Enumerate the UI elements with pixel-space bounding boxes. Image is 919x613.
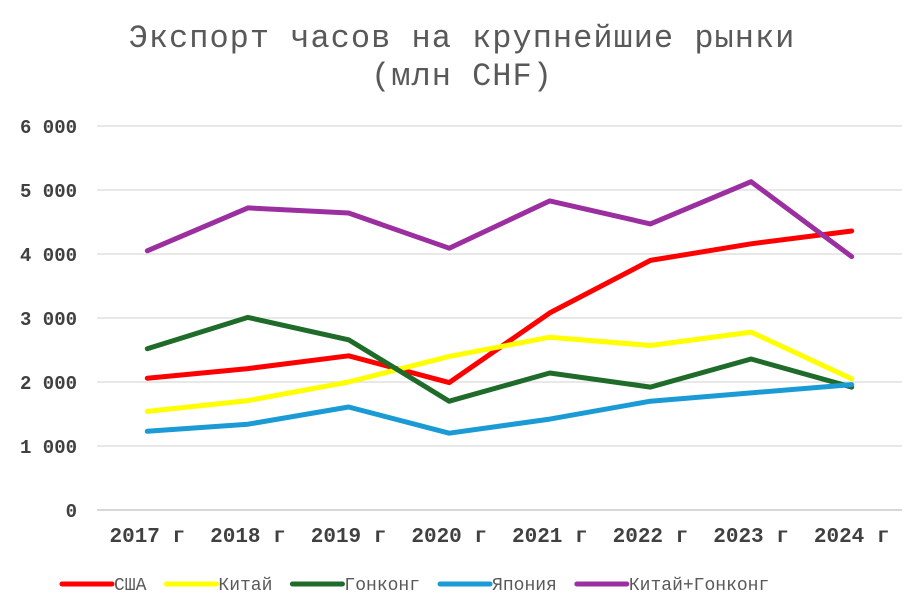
legend-label[interactable]: Китай+Гонконг xyxy=(629,576,769,596)
chart-title: Экспорт часов на крупнейшие рынки xyxy=(129,20,796,57)
y-tick-label: 2 000 xyxy=(20,373,77,395)
y-tick-label: 0 xyxy=(66,501,77,523)
series-line-5 xyxy=(144,179,855,260)
legend: США Китай Гонконг Япония Китай+Гонконг xyxy=(59,576,769,596)
x-tick-label: 2019 г xyxy=(311,526,387,549)
x-tick-label: 2017 г xyxy=(110,526,186,549)
x-tick-label: 2022 г xyxy=(613,526,689,549)
y-tick-label: 6 000 xyxy=(20,117,77,139)
legend-label[interactable]: США xyxy=(114,576,147,596)
series-lines xyxy=(144,179,855,436)
x-axis-tick-labels: 2017 г 2018 г 2019 г 2020 г 2021 г 2022 г 2023… xyxy=(110,526,890,549)
x-tick-label: 2018 г xyxy=(210,526,286,549)
x-tick-label: 2020 г xyxy=(411,526,487,549)
x-tick-label: 2021 г xyxy=(512,526,588,549)
x-tick-label: 2023 г xyxy=(713,526,789,549)
legend-label[interactable]: Япония xyxy=(492,576,557,596)
y-axis-tick-labels: 0 1 000 2 000 3 000 4 000 5 000 6 000 xyxy=(20,117,77,523)
series-line-3 xyxy=(144,314,855,404)
x-tick-label: 2024 г xyxy=(814,526,890,549)
y-tick-label: 3 000 xyxy=(20,309,77,331)
y-tick-label: 1 000 xyxy=(20,437,77,459)
legend-label[interactable]: Китай xyxy=(218,576,272,596)
y-tick-label: 4 000 xyxy=(20,245,77,267)
gridlines xyxy=(97,125,902,511)
chart-subtitle: (млн CHF) xyxy=(371,58,553,95)
y-tick-label: 5 000 xyxy=(20,181,77,203)
series-line-4 xyxy=(144,382,855,436)
legend-label[interactable]: Гонконг xyxy=(344,576,420,596)
series-line-2 xyxy=(144,329,855,414)
